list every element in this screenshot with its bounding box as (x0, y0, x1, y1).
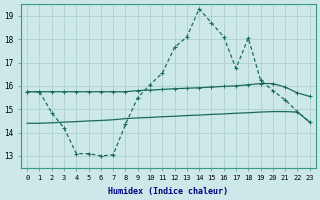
X-axis label: Humidex (Indice chaleur): Humidex (Indice chaleur) (108, 187, 228, 196)
